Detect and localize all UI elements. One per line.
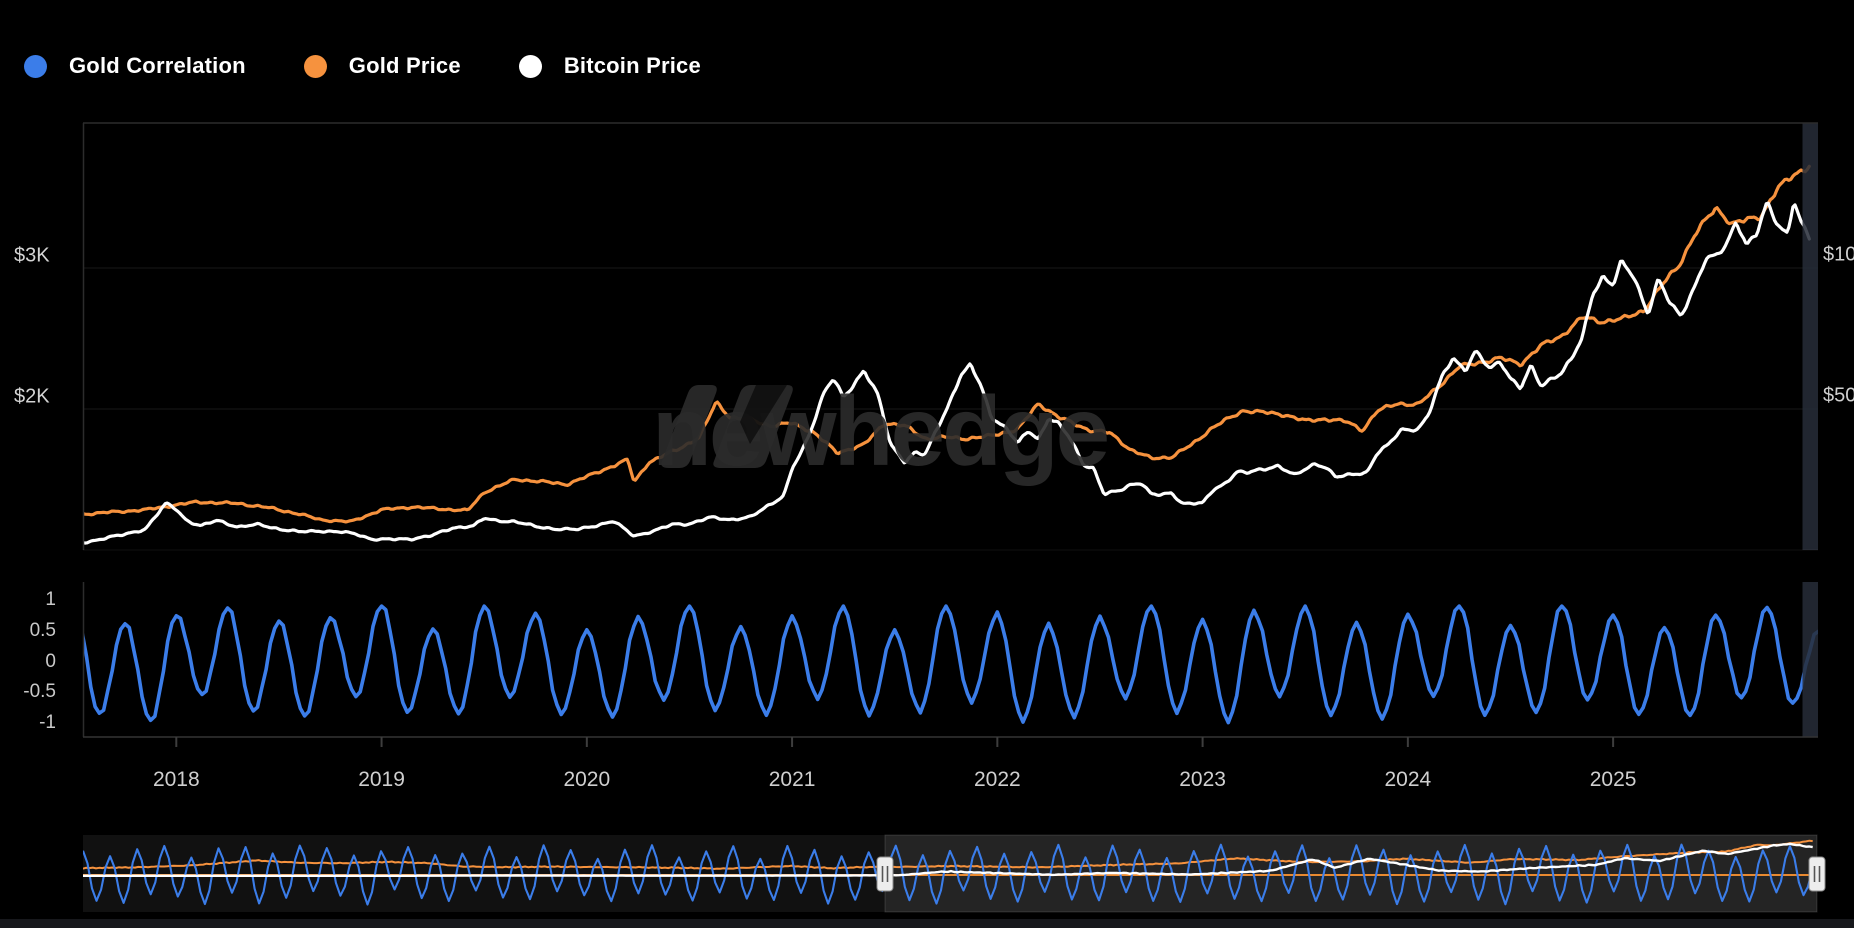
- navigator-handle-right[interactable]: [1808, 856, 1826, 892]
- bottom-strip: [0, 919, 1854, 928]
- price-axis-label-right: $100K: [1823, 243, 1854, 265]
- price-axis-label-right: $50K: [1823, 384, 1854, 406]
- gold-price-line: [83, 164, 1811, 524]
- plot-borders: [82, 122, 1818, 738]
- x-axis-year-label: 2019: [358, 768, 405, 791]
- chart-legend: Gold Correlation Gold Price Bitcoin Pric…: [24, 44, 701, 88]
- gridlines: [83, 267, 1818, 410]
- legend-item-gold-correlation[interactable]: Gold Correlation: [24, 53, 246, 79]
- price-axis-label-left: $3K: [14, 244, 50, 266]
- gold-correlation-dot-icon: [24, 54, 47, 78]
- navigator-handle-left[interactable]: [876, 856, 894, 892]
- bitcoin-price-line: [83, 201, 1811, 545]
- correlation-axis-label: -0.5: [23, 681, 56, 703]
- correlation-axis-label: 1: [45, 589, 56, 610]
- x-axis-year-label: 2020: [563, 768, 611, 791]
- x-axis-year-label: 2021: [768, 768, 816, 791]
- legend-label: Gold Correlation: [69, 53, 246, 78]
- correlation-axis-label: -1: [39, 712, 56, 733]
- navigator-correlation-line: [83, 843, 1817, 906]
- legend-item-bitcoin-price[interactable]: Bitcoin Price: [518, 53, 701, 79]
- x-axis-year-label: 2025: [1589, 768, 1637, 791]
- navigator-bitcoin-line: [83, 842, 1813, 877]
- x-axis-year-label: 2023: [1179, 768, 1226, 791]
- price-axis-label-left: $2K: [14, 385, 50, 407]
- gold-price-dot-icon: [303, 54, 327, 78]
- legend-item-gold-price[interactable]: Gold Price: [303, 53, 461, 79]
- navigator-unselected-area[interactable]: [83, 835, 885, 912]
- right-edge-mask-correlation: [1802, 582, 1818, 737]
- correlation-axis-label: 0: [45, 650, 56, 672]
- legend-label: Bitcoin Price: [563, 53, 701, 78]
- navigator[interactable]: [83, 834, 1831, 913]
- correlation-axis-label: 0.5: [29, 619, 56, 641]
- legend-label: Gold Price: [348, 53, 461, 78]
- x-axis-year-label: 2024: [1384, 768, 1432, 791]
- gold-correlation-line: [83, 604, 1818, 725]
- right-edge-mask-main: [1802, 123, 1818, 550]
- x-axis-year-label: 2022: [973, 768, 1021, 791]
- bitcoin-price-dot-icon: [518, 54, 542, 78]
- x-axis-year-label: 2018: [152, 768, 200, 791]
- x-axis-ticks: [175, 737, 1615, 747]
